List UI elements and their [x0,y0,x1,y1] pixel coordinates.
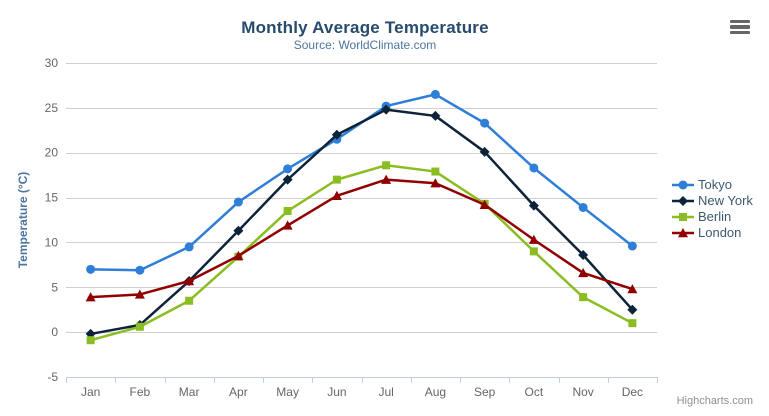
series-point-tokyo[interactable] [86,264,96,274]
x-tick-label: May [276,385,299,399]
x-tick-label: Nov [572,385,593,399]
series-point-new-york[interactable] [331,129,342,140]
series-point-new-york[interactable] [430,110,441,121]
legend-item-berlin[interactable]: Berlin [671,209,753,225]
x-tick-label: Aug [425,385,446,399]
series-point-london[interactable] [85,292,96,302]
series-point-tokyo[interactable] [529,163,539,173]
legend-marker-shape[interactable] [678,196,688,206]
x-tick-label: Jul [378,385,393,399]
series-point-new-york[interactable] [578,249,589,260]
series-point-london[interactable] [233,250,244,261]
series-line-tokyo[interactable] [89,93,634,272]
hamburger-icon [730,19,750,23]
series-line-berlin[interactable] [89,164,634,342]
series-point-london[interactable] [479,199,490,209]
y-tick-label: 5 [51,280,58,294]
series-point-london[interactable] [430,178,441,188]
hamburger-icon [730,25,750,29]
legend-label-berlin: Berlin [698,209,732,224]
x-tick-label: Apr [229,385,248,399]
series-point-tokyo[interactable] [135,265,145,275]
chart-subtitle: Source: WorldClimate.com [293,38,437,52]
series-point-berlin[interactable] [579,293,588,302]
y-tick-label: 25 [45,101,59,115]
legend-marker-square-icon [672,213,694,221]
x-tick-label: Mar [179,385,200,399]
y-tick-label: -5 [47,370,58,384]
series-point-tokyo[interactable] [480,118,490,128]
legend-label-new-york: New York [698,193,753,208]
series-point-london[interactable] [134,289,145,299]
series-point-new-york[interactable] [627,304,638,315]
legend: Tokyo New York Berlin London [671,177,753,241]
legend-marker-shape[interactable] [678,180,688,190]
series-point-new-york[interactable] [282,174,293,185]
legend-item-tokyo[interactable]: Tokyo [671,177,753,193]
series-point-berlin[interactable] [529,247,538,256]
x-tick-label: Dec [622,385,643,399]
y-tick-label: 0 [51,325,58,339]
credits-link[interactable]: Highcharts.com [676,395,753,407]
series-point-berlin[interactable] [135,322,144,331]
legend-label-tokyo: Tokyo [698,177,732,192]
legend-marker-diamond-icon [672,196,694,206]
series-point-new-york[interactable] [233,225,244,236]
series-point-berlin[interactable] [628,319,637,328]
x-tick-label: Jun [327,385,346,399]
series-point-london[interactable] [331,190,342,200]
x-tick-label: Feb [130,385,151,399]
series-point-tokyo[interactable] [184,242,194,252]
y-tick-label: 10 [45,235,59,249]
series-point-berlin[interactable] [431,167,440,176]
series-point-new-york[interactable] [381,104,392,115]
series-point-london[interactable] [381,174,392,184]
series-point-berlin[interactable] [86,336,95,345]
series-line-new-york[interactable] [89,108,634,336]
x-tick-label: Oct [525,385,544,399]
series-point-berlin[interactable] [332,175,341,184]
series-point-new-york[interactable] [479,146,490,157]
y-tick-label: 15 [45,191,59,205]
x-tick-label: Sep [474,385,496,399]
hamburger-icon [730,31,750,35]
series-point-tokyo[interactable] [430,89,440,99]
series-point-london[interactable] [578,267,589,278]
y-tick-label: 20 [45,146,59,160]
series-point-new-york[interactable] [528,200,539,211]
series-point-berlin[interactable] [382,161,391,170]
x-tick-label: Jan [81,385,100,399]
series-point-tokyo[interactable] [233,197,243,207]
export-menu-button[interactable] [729,18,751,36]
legend-marker-shape[interactable] [679,213,687,221]
legend-marker-triangle-icon [672,228,694,238]
legend-marker-circle-icon [672,180,694,190]
legend-item-new-york[interactable]: New York [671,193,753,209]
series-point-tokyo[interactable] [283,164,293,174]
y-tick-label: 30 [45,56,59,70]
legend-item-london[interactable]: London [671,225,753,241]
chart-title: Monthly Average Temperature [241,18,489,37]
legend-marker-shape[interactable] [678,228,688,238]
series-point-tokyo[interactable] [627,241,637,251]
series-point-berlin[interactable] [185,296,194,305]
series-point-berlin[interactable] [283,207,292,216]
series-point-london[interactable] [528,234,539,244]
series-line-london[interactable] [89,178,634,299]
series-point-london[interactable] [282,220,293,230]
series-point-london[interactable] [627,284,638,294]
series-point-london[interactable] [184,276,195,286]
series-point-tokyo[interactable] [578,202,588,212]
legend-label-london: London [698,225,742,240]
